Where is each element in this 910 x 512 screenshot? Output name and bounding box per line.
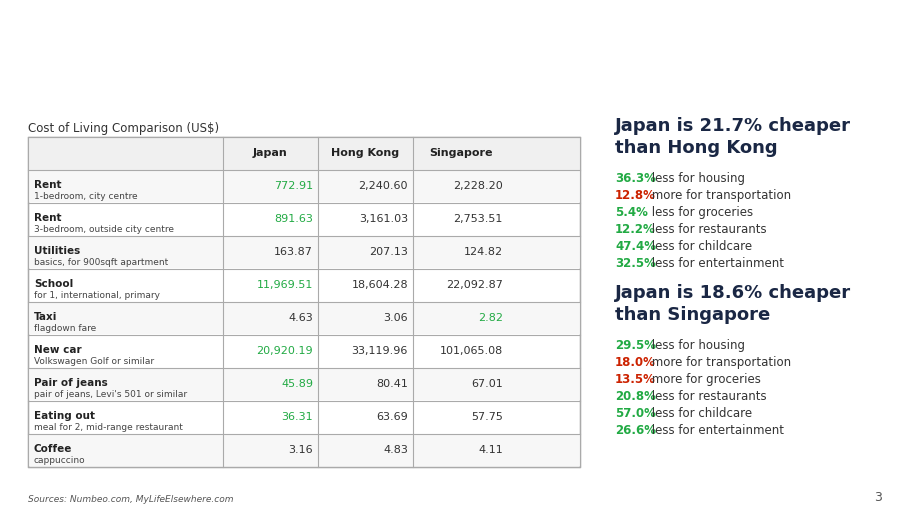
Text: 26.6%: 26.6% — [615, 424, 656, 437]
Text: 32.5%: 32.5% — [615, 257, 656, 270]
Text: basics, for 900sqft apartment: basics, for 900sqft apartment — [34, 258, 168, 267]
Text: 4.11: 4.11 — [479, 445, 503, 456]
Text: Singapore: Singapore — [429, 148, 492, 158]
Text: 2,240.60: 2,240.60 — [359, 181, 408, 191]
Text: 22,092.87: 22,092.87 — [446, 281, 503, 290]
Text: 207.13: 207.13 — [369, 247, 408, 258]
Text: less for entertainment: less for entertainment — [648, 257, 784, 270]
FancyBboxPatch shape — [28, 303, 580, 334]
Text: 18.0%: 18.0% — [615, 356, 656, 369]
Text: less for groceries: less for groceries — [648, 206, 753, 219]
Text: Japan is 21.7% cheaper
than Hong Kong: Japan is 21.7% cheaper than Hong Kong — [615, 117, 851, 157]
Text: Rent: Rent — [34, 180, 62, 190]
Text: 67.01: 67.01 — [471, 379, 503, 390]
Text: Eating out: Eating out — [34, 411, 95, 421]
Text: 772.91: 772.91 — [274, 181, 313, 191]
Text: 11,969.51: 11,969.51 — [257, 281, 313, 290]
Text: 18,604.28: 18,604.28 — [351, 281, 408, 290]
Text: Volkswagen Golf or similar: Volkswagen Golf or similar — [34, 357, 154, 366]
Text: 63.69: 63.69 — [376, 413, 408, 422]
Text: Rent: Rent — [34, 213, 62, 223]
Text: 5.4%: 5.4% — [615, 206, 648, 219]
Text: 124.82: 124.82 — [464, 247, 503, 258]
Text: 891.63: 891.63 — [274, 215, 313, 224]
Text: Sources: Numbeo.com, MyLifeElsewhere.com: Sources: Numbeo.com, MyLifeElsewhere.com — [28, 495, 234, 504]
Text: Cost of Living Comparison (US$): Cost of Living Comparison (US$) — [28, 122, 219, 135]
Text: Cost of Living in Japan: Cost of Living in Japan — [27, 30, 411, 59]
Text: less for childcare: less for childcare — [648, 407, 753, 420]
Text: 3: 3 — [875, 491, 882, 504]
Text: 163.87: 163.87 — [274, 247, 313, 258]
Text: 4.63: 4.63 — [288, 313, 313, 324]
Text: Hong Kong: Hong Kong — [331, 148, 399, 158]
Text: Japan is 18.6% cheaper
than Singapore: Japan is 18.6% cheaper than Singapore — [615, 284, 851, 324]
Text: 4.83: 4.83 — [383, 445, 408, 456]
Text: 45.89: 45.89 — [281, 379, 313, 390]
Text: meal for 2, mid-range restaurant: meal for 2, mid-range restaurant — [34, 423, 183, 432]
Text: 29.5%: 29.5% — [615, 339, 656, 352]
FancyBboxPatch shape — [28, 137, 580, 467]
Text: flagdown fare: flagdown fare — [34, 324, 96, 333]
Text: Coffee: Coffee — [34, 444, 73, 454]
Text: tricor: tricor — [780, 27, 883, 61]
Text: Utilities: Utilities — [34, 246, 80, 256]
Text: 2.82: 2.82 — [478, 313, 503, 324]
Text: 3,161.03: 3,161.03 — [359, 215, 408, 224]
Text: 2,753.51: 2,753.51 — [453, 215, 503, 224]
Text: 2,228.20: 2,228.20 — [453, 181, 503, 191]
Text: less for entertainment: less for entertainment — [648, 424, 784, 437]
Text: 3-bedroom, outside city centre: 3-bedroom, outside city centre — [34, 225, 174, 234]
Text: Taxi: Taxi — [34, 312, 57, 322]
Text: 1-bedroom, city centre: 1-bedroom, city centre — [34, 192, 137, 201]
Text: 36.3%: 36.3% — [615, 172, 656, 185]
Text: more for transportation: more for transportation — [648, 189, 791, 202]
Text: less for restaurants: less for restaurants — [648, 390, 766, 403]
Text: 33,119.96: 33,119.96 — [351, 347, 408, 356]
Text: less for housing: less for housing — [648, 339, 745, 352]
Text: New car: New car — [34, 345, 82, 355]
FancyBboxPatch shape — [28, 369, 580, 400]
FancyBboxPatch shape — [28, 435, 580, 466]
Text: 20.8%: 20.8% — [615, 390, 656, 403]
FancyBboxPatch shape — [28, 237, 580, 268]
Text: 3.16: 3.16 — [288, 445, 313, 456]
Text: Japan: Japan — [253, 148, 288, 158]
Text: less for restaurants: less for restaurants — [648, 223, 766, 236]
FancyBboxPatch shape — [28, 170, 580, 202]
Text: cappuccino: cappuccino — [34, 456, 86, 465]
Text: more for groceries: more for groceries — [648, 373, 761, 386]
Text: 57.75: 57.75 — [471, 413, 503, 422]
Text: School: School — [34, 279, 73, 289]
Text: for 1, international, primary: for 1, international, primary — [34, 291, 160, 300]
Text: 57.0%: 57.0% — [615, 407, 656, 420]
Text: 101,065.08: 101,065.08 — [440, 347, 503, 356]
Text: 36.31: 36.31 — [281, 413, 313, 422]
Text: more for transportation: more for transportation — [648, 356, 791, 369]
FancyBboxPatch shape — [28, 137, 580, 170]
Text: 80.41: 80.41 — [376, 379, 408, 390]
Text: 47.4%: 47.4% — [615, 240, 656, 253]
Text: less for childcare: less for childcare — [648, 240, 753, 253]
Text: 12.2%: 12.2% — [615, 223, 656, 236]
Text: 12.8%: 12.8% — [615, 189, 656, 202]
Text: 13.5%: 13.5% — [615, 373, 656, 386]
Text: less for housing: less for housing — [648, 172, 745, 185]
Text: 3.06: 3.06 — [383, 313, 408, 324]
Text: pair of jeans, Levi's 501 or similar: pair of jeans, Levi's 501 or similar — [34, 390, 187, 399]
Text: 20,920.19: 20,920.19 — [257, 347, 313, 356]
Text: Pair of jeans: Pair of jeans — [34, 378, 107, 388]
